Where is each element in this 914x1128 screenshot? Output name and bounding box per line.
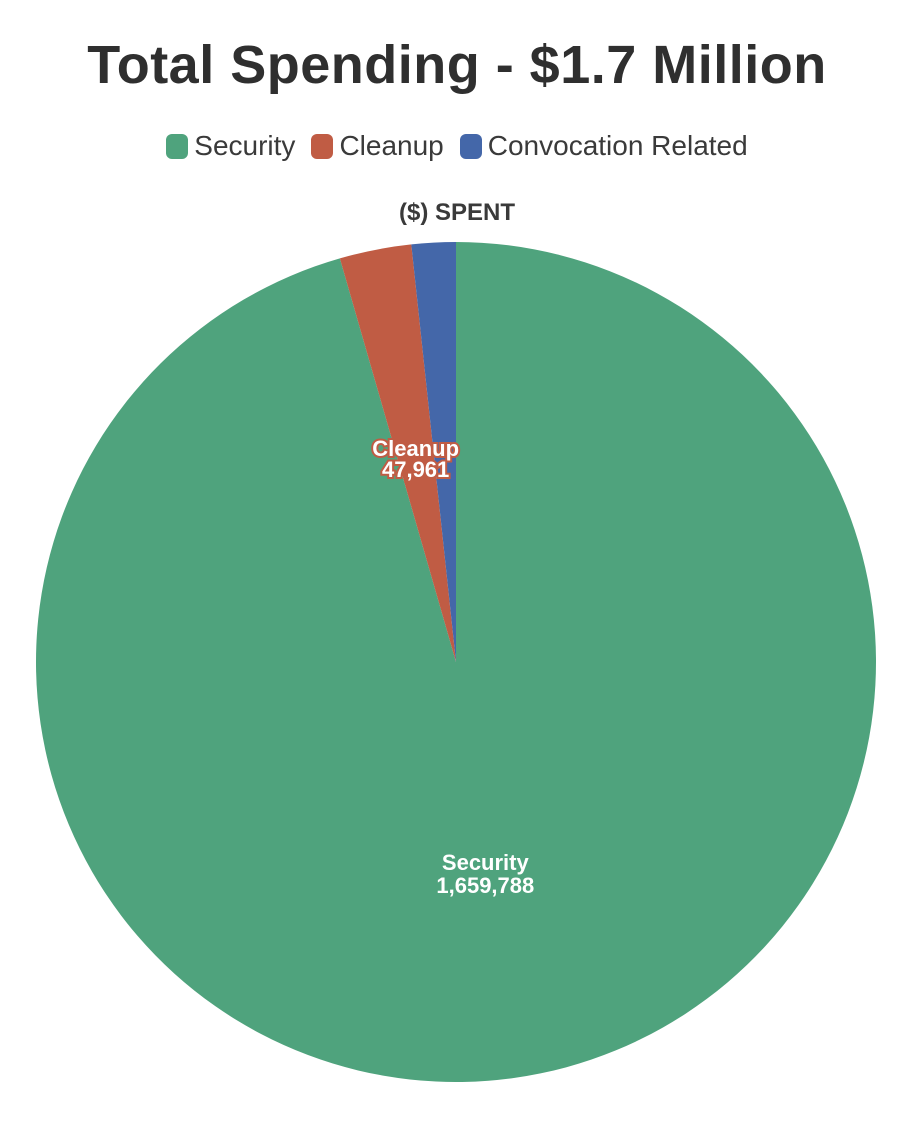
pie-slice-security[interactable] bbox=[36, 242, 877, 1082]
pie-slice-cleanup[interactable] bbox=[339, 244, 456, 662]
slice-label-name-cleanup: Cleanup bbox=[372, 436, 459, 461]
chart-title: Total Spending - $1.7 Million bbox=[87, 35, 827, 95]
pie-slice-convocation-related[interactable] bbox=[411, 242, 456, 662]
legend: Security Cleanup Convocation Related bbox=[0, 130, 914, 162]
legend-swatch-cleanup bbox=[311, 133, 334, 159]
slice-label-name-security: Security bbox=[442, 850, 530, 875]
legend-swatch-convocation-related bbox=[459, 133, 482, 159]
legend-item-convocation-related[interactable]: Convocation Related bbox=[459, 130, 748, 162]
legend-label-cleanup: Cleanup bbox=[339, 130, 444, 161]
pie-subtitle: ($) SPENT bbox=[398, 199, 515, 226]
legend-item-cleanup[interactable]: Cleanup bbox=[311, 130, 444, 162]
legend-swatch-security bbox=[166, 133, 189, 159]
slice-label-value-cleanup: 47,961 bbox=[382, 457, 449, 482]
legend-label-convocation-related: Convocation Related bbox=[487, 130, 748, 161]
legend-label-security: Security bbox=[194, 130, 296, 161]
legend-item-security[interactable]: Security bbox=[166, 130, 295, 162]
slice-label-value-security: 1,659,788 bbox=[436, 873, 534, 898]
